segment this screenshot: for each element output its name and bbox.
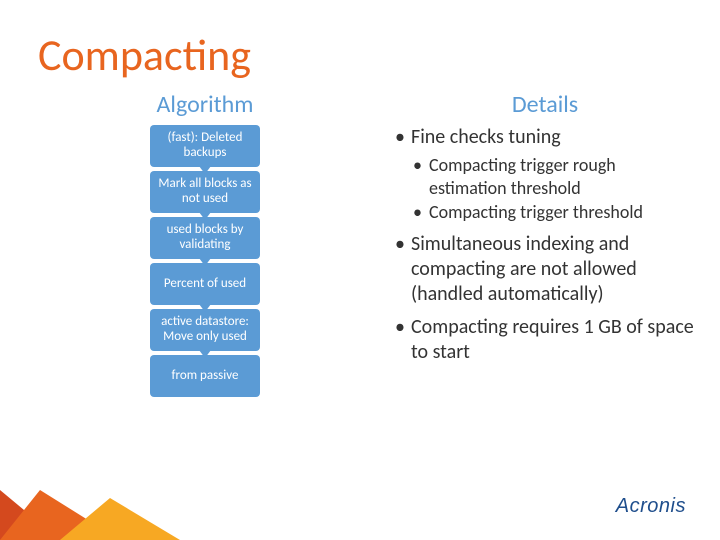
flow-step-label: used blocks by validating bbox=[154, 223, 256, 253]
chevron-down-icon bbox=[199, 166, 211, 174]
chevron-down-icon bbox=[199, 304, 211, 312]
details-column: Details Fine checks tuning Compacting tr… bbox=[395, 90, 695, 373]
chevron-down-icon bbox=[199, 258, 211, 266]
flow-step-label: (fast): Deleted backups bbox=[154, 131, 256, 161]
list-item: Simultaneous indexing and compacting are… bbox=[395, 232, 695, 307]
decorative-corner bbox=[0, 480, 200, 540]
flow-step-label: from passive bbox=[172, 369, 239, 384]
brand-logo: Acronis bbox=[616, 495, 686, 518]
flow-step: Mark all blocks as not used bbox=[150, 171, 260, 213]
details-heading: Details bbox=[395, 90, 695, 119]
chevron-down-icon bbox=[199, 350, 211, 358]
algorithm-column: Algorithm (fast): Deleted backups Mark a… bbox=[90, 90, 320, 401]
list-item: Compacting trigger threshold bbox=[411, 201, 695, 224]
flow-step: active datastore: Move only used bbox=[150, 309, 260, 351]
flow-step-label: active datastore: Move only used bbox=[154, 315, 256, 345]
flow-step-label: Percent of used bbox=[164, 277, 246, 292]
page-title: Compacting bbox=[38, 28, 251, 82]
flow-step: from passive bbox=[150, 355, 260, 397]
list-item-label: Compacting requires 1 GB of space to sta… bbox=[411, 315, 694, 364]
flow-step: Percent of used bbox=[150, 263, 260, 305]
flow-step: (fast): Deleted backups bbox=[150, 125, 260, 167]
list-item: Compacting trigger rough estimation thre… bbox=[411, 154, 695, 199]
flow-step: used blocks by validating bbox=[150, 217, 260, 259]
list-item-label: Compacting trigger rough estimation thre… bbox=[429, 154, 616, 199]
list-item-label: Fine checks tuning bbox=[411, 125, 561, 149]
algorithm-flow: (fast): Deleted backups Mark all blocks … bbox=[150, 125, 260, 397]
chevron-down-icon bbox=[199, 212, 211, 220]
algorithm-heading: Algorithm bbox=[90, 90, 320, 119]
details-list: Fine checks tuning Compacting trigger ro… bbox=[395, 125, 695, 365]
flow-step-label: Mark all blocks as not used bbox=[154, 177, 256, 207]
list-item-label: Simultaneous indexing and compacting are… bbox=[411, 232, 637, 306]
list-item: Fine checks tuning Compacting trigger ro… bbox=[395, 125, 695, 224]
list-item-label: Compacting trigger threshold bbox=[429, 201, 643, 223]
list-item: Compacting requires 1 GB of space to sta… bbox=[395, 315, 695, 365]
